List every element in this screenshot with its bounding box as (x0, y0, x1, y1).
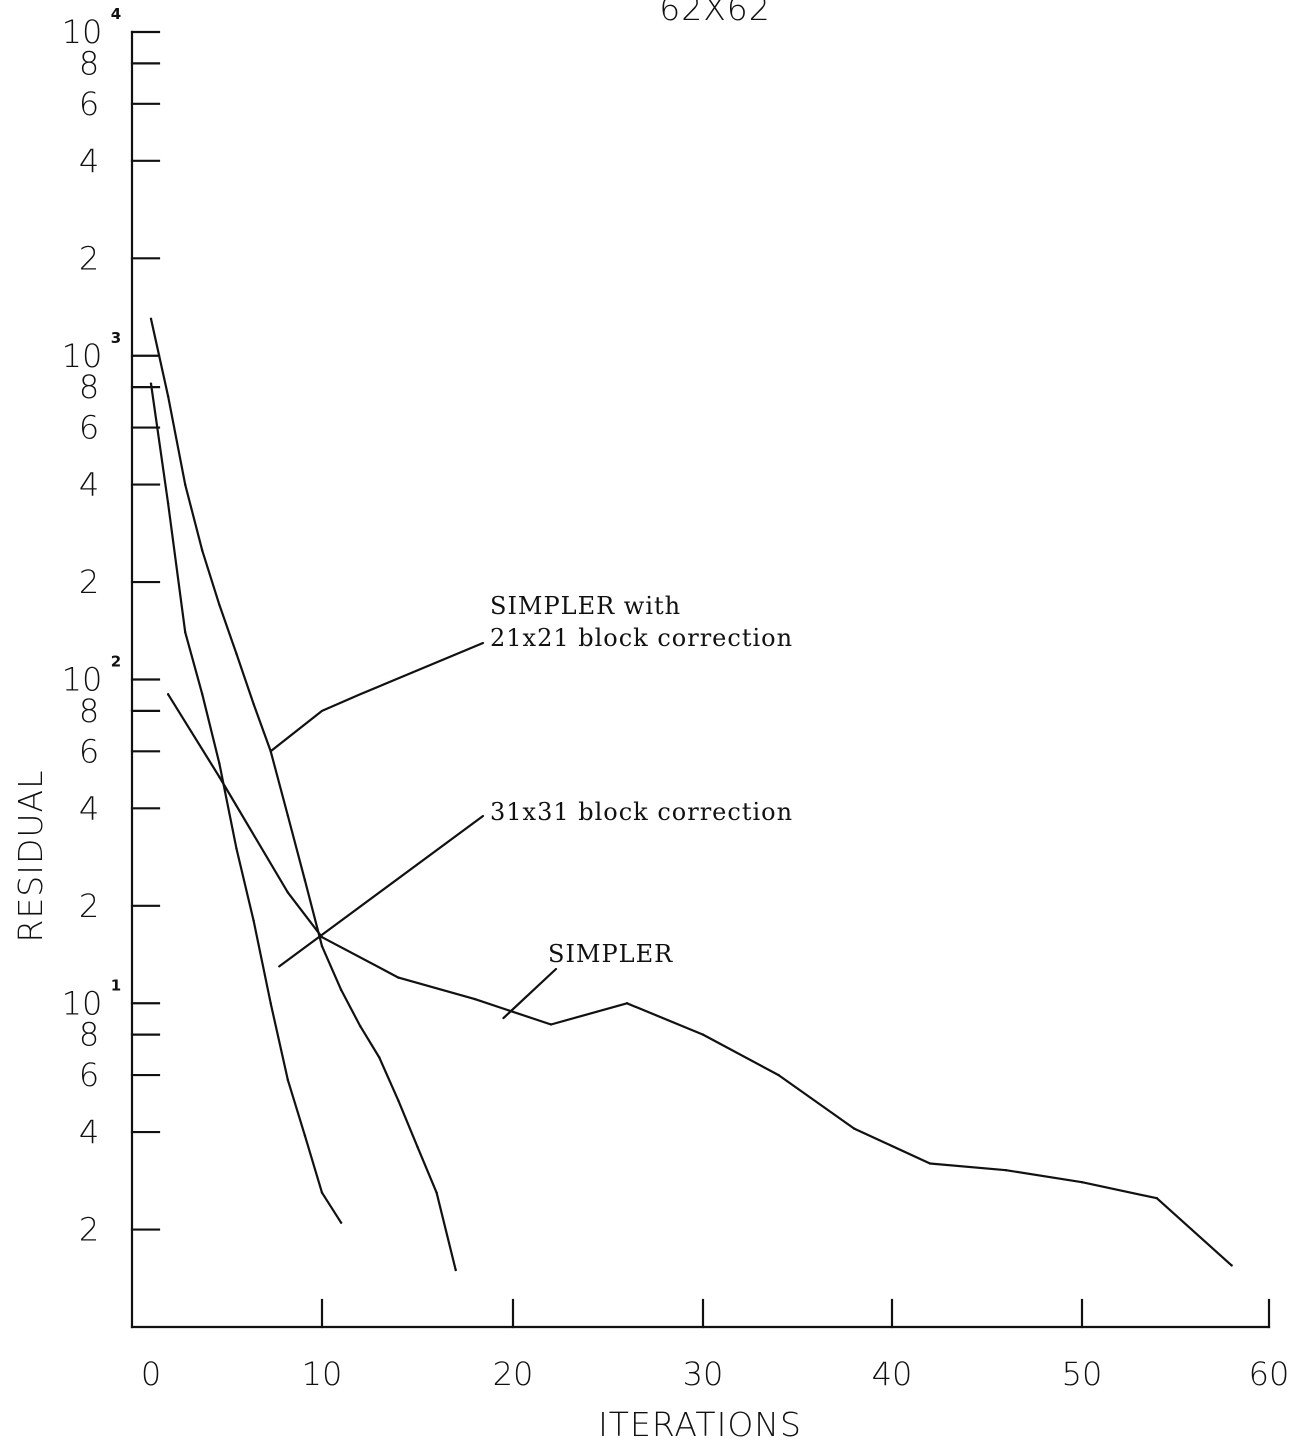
annotation-label: SIMPLER (548, 940, 673, 968)
series-point (286, 1078, 289, 1082)
y-tick-label: 8 (79, 692, 99, 730)
x-tick-label: 20 (493, 1355, 534, 1393)
series-point (359, 1024, 362, 1028)
series-point (1080, 1181, 1084, 1184)
series-point (235, 847, 238, 850)
y-tick-label: 6 (79, 85, 99, 123)
y-tick-exponent: 2 (111, 653, 121, 671)
annotation-line (502, 967, 558, 1020)
y-tick-label: 6 (79, 1056, 99, 1094)
series-point (416, 1145, 419, 1149)
y-tick-label: 10 (62, 661, 103, 699)
series-point (320, 945, 324, 948)
series-point (454, 1268, 457, 1272)
series-point (853, 1127, 856, 1130)
annotation-label: SIMPLER with (490, 592, 681, 620)
series-point (320, 1191, 324, 1194)
x-tick-label: 10 (302, 1355, 343, 1393)
series-point (252, 702, 255, 706)
y-tick-label: 4 (79, 789, 99, 827)
y-axis-title: RESIDUAL (11, 770, 50, 943)
series-point (218, 775, 221, 779)
series-line (149, 317, 457, 1272)
series-point (149, 317, 153, 321)
x-tick-label: 40 (872, 1355, 913, 1393)
series-point (1230, 1264, 1233, 1267)
series-point (252, 919, 255, 922)
series-point (378, 1056, 381, 1059)
annotation-label: 21x21 block correction (490, 624, 793, 652)
series-point (777, 1073, 780, 1077)
series-point (166, 502, 170, 505)
series-point (166, 693, 170, 696)
chart-title: 62X62 (659, 0, 771, 28)
series-point (303, 1134, 307, 1137)
y-tick-label: 4 (79, 466, 99, 504)
series-point (218, 603, 221, 607)
x-tick-label: 50 (1062, 1355, 1103, 1393)
series-point (184, 483, 187, 486)
series-point (701, 1033, 705, 1036)
y-tick-label: 4 (79, 142, 99, 180)
y-tick-exponent: 3 (111, 329, 121, 347)
series-point (218, 762, 221, 765)
series-point (1155, 1196, 1159, 1200)
series-point (184, 630, 187, 634)
x-tick-label: 0 (141, 1355, 161, 1393)
annotation-line (278, 814, 485, 968)
series-point (928, 1162, 932, 1165)
y-tick-label: 8 (79, 44, 99, 82)
series-point (397, 1099, 400, 1102)
y-tick-label: 2 (79, 887, 99, 925)
series-point (286, 814, 289, 817)
series-point (235, 652, 238, 656)
series-point (166, 394, 170, 398)
series-point (625, 1002, 629, 1005)
y-tick-label: 8 (79, 1016, 99, 1054)
y-tick-exponent: 4 (111, 5, 121, 23)
series-point (435, 1191, 438, 1194)
x-tick-label: 60 (1249, 1355, 1290, 1393)
y-tick-label: 10 (62, 13, 103, 51)
series-point (339, 988, 343, 992)
series-point (1004, 1169, 1008, 1172)
y-tick-label: 2 (79, 239, 99, 277)
series-point (201, 693, 204, 696)
y-tick-label: 8 (79, 368, 99, 406)
series-point (269, 1002, 272, 1005)
y-tick-label: 6 (79, 732, 99, 770)
y-tick-label: 2 (79, 563, 99, 601)
y-tick-label: 10 (62, 337, 103, 375)
series-point (339, 1221, 343, 1224)
series-line (167, 693, 1233, 1267)
annotation-label: 31x31 block correction (490, 798, 793, 826)
annotation-line (269, 641, 485, 753)
series-line (149, 382, 343, 1224)
y-tick-label: 2 (79, 1211, 99, 1249)
y-tick-label: 10 (62, 984, 103, 1022)
series-point (397, 976, 400, 979)
series-point (473, 997, 476, 1001)
y-tick-exponent: 1 (111, 976, 121, 994)
series-point (303, 878, 307, 882)
y-tick-label: 4 (79, 1113, 99, 1151)
series-point (549, 1023, 553, 1026)
y-tick-label: 6 (79, 409, 99, 447)
x-tick-label: 30 (683, 1355, 724, 1393)
x-axis-title: ITERATIONS (598, 1405, 802, 1442)
series-point (286, 891, 289, 894)
series-point (149, 382, 153, 385)
series-point (201, 549, 204, 552)
